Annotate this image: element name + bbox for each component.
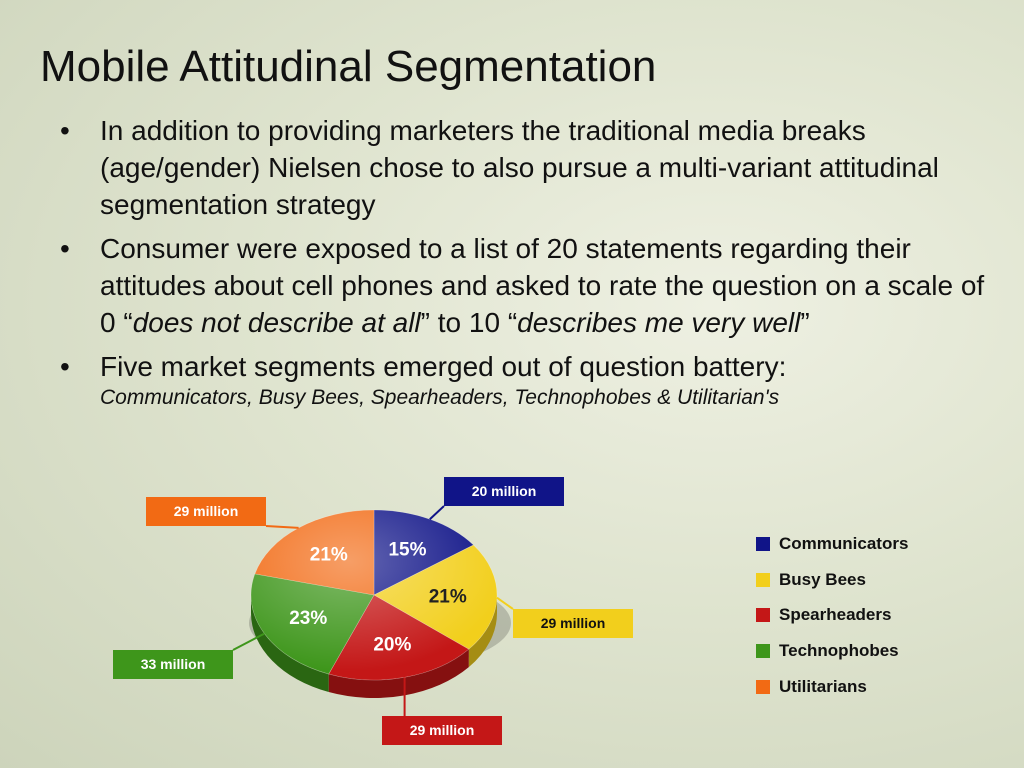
bullet-text: Five market segments emerged out of ques… — [100, 351, 787, 382]
bullet-text: In addition to providing marketers the t… — [100, 115, 939, 220]
callout-leader-line — [232, 632, 265, 651]
legend-item-communicators: Communicators — [756, 526, 908, 562]
legend-label: Communicators — [779, 533, 909, 553]
legend-swatch — [756, 536, 770, 551]
callout-leader-line — [496, 596, 514, 610]
legend-swatch — [756, 608, 770, 623]
slice-value-label: 23% — [289, 608, 327, 629]
legend-label: Utilitarians — [779, 676, 867, 696]
pie-side-busy-bees — [468, 595, 497, 668]
bullet-emphasis: describes me very well — [517, 307, 801, 338]
legend-label: Spearheaders — [779, 605, 892, 625]
slice-value-label: 20% — [373, 634, 411, 655]
legend-item-technophobes: Technophobes — [756, 633, 908, 669]
bullet-item: • Consumer were exposed to a list of 20 s… — [60, 233, 985, 338]
bullet-list: • In addition to providing marketers the … — [60, 112, 990, 418]
legend-item-spearheaders: Spearheaders — [756, 597, 908, 633]
bullet-text: ” to 10 “ — [420, 307, 518, 338]
callout-busy-bees: 29 million — [513, 609, 633, 638]
legend-label: Technophobes — [779, 640, 899, 660]
pie-side-technophobes — [251, 595, 329, 693]
pie-side-spearheaders — [328, 649, 469, 698]
legend-swatch — [756, 572, 770, 587]
callout-utilitarians: 29 million — [146, 497, 266, 526]
slice-value-label: 21% — [429, 587, 467, 608]
legend-swatch — [756, 679, 770, 694]
bullet-item: • In addition to providing marketers the … — [60, 115, 939, 220]
callout-technophobes: 33 million — [113, 650, 233, 679]
legend-item-busy-bees: Busy Bees — [756, 562, 908, 598]
slide-title: Mobile Attitudinal Segmentation — [40, 42, 657, 91]
callout-leader-line — [429, 505, 445, 520]
pie-gloss — [251, 510, 497, 680]
legend-swatch — [756, 643, 770, 658]
callout-leader-line — [265, 525, 299, 529]
slice-value-label: 15% — [388, 540, 426, 561]
legend-label: Busy Bees — [779, 569, 866, 589]
legend-item-utilitarians: Utilitarians — [756, 669, 908, 705]
chart-legend: Communicators Busy Bees Spearheaders Techno… — [756, 526, 908, 704]
bullet-text: ” — [800, 307, 810, 338]
segment-list: Communicators, Busy Bees, Spearheaders, … — [100, 386, 780, 409]
bullet-item: • Five market segments emerged out of que… — [60, 348, 990, 411]
bullet-text: Consumer were exposed to a list of 20 st… — [100, 233, 985, 338]
callout-spearheaders: 29 million — [382, 716, 502, 745]
bullet-emphasis: does not describe at all — [132, 307, 421, 338]
callout-communicators: 20 million — [444, 477, 564, 506]
slice-value-label: 21% — [310, 545, 348, 566]
